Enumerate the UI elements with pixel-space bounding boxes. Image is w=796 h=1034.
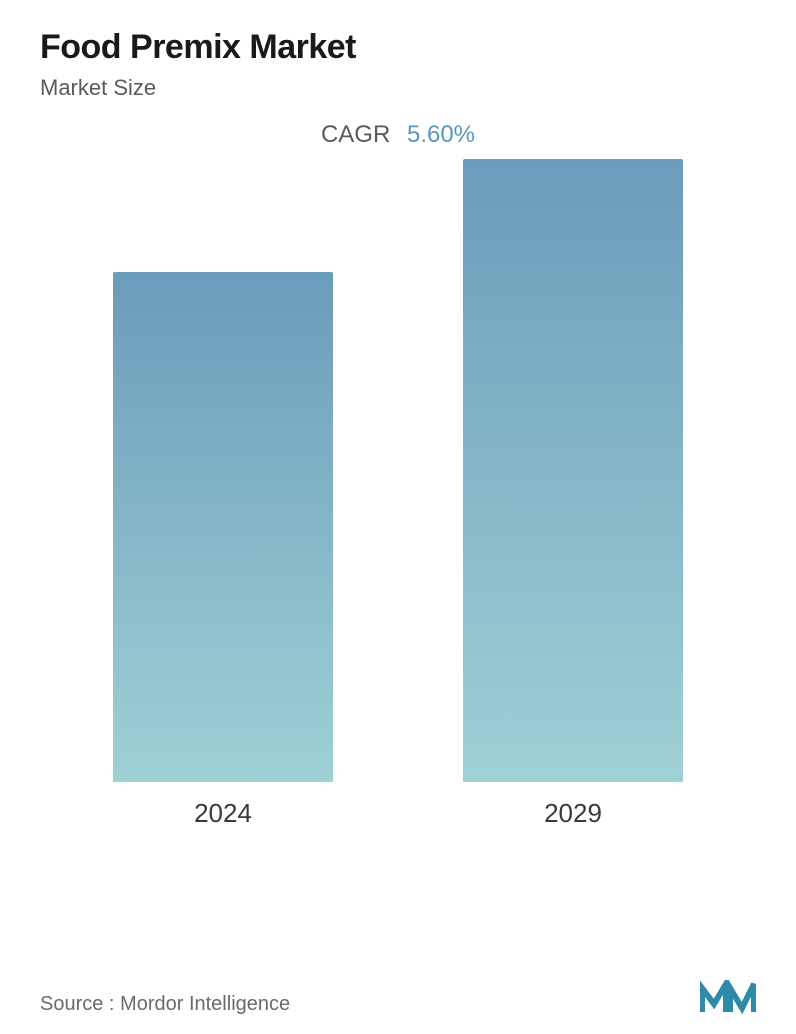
bar-group: 2029 <box>463 159 683 829</box>
page-title: Food Premix Market <box>40 28 756 67</box>
cagr-value: 5.60% <box>407 121 475 148</box>
market-size-chart: 2024 2029 <box>40 159 756 879</box>
cagr-row: CAGR 5.60% <box>40 121 756 149</box>
source-text: Source : Mordor Intelligence <box>40 993 290 1016</box>
bars-container: 2024 2029 <box>40 159 756 829</box>
bar-label: 2029 <box>544 798 602 829</box>
bar-label: 2024 <box>194 798 252 829</box>
bar-2024 <box>113 272 333 782</box>
page-subtitle: Market Size <box>40 75 756 101</box>
mordor-logo-icon <box>700 980 756 1016</box>
footer: Source : Mordor Intelligence <box>40 980 756 1016</box>
bar-group: 2024 <box>113 159 333 829</box>
bar-2029 <box>463 159 683 782</box>
cagr-label: CAGR <box>321 121 390 148</box>
